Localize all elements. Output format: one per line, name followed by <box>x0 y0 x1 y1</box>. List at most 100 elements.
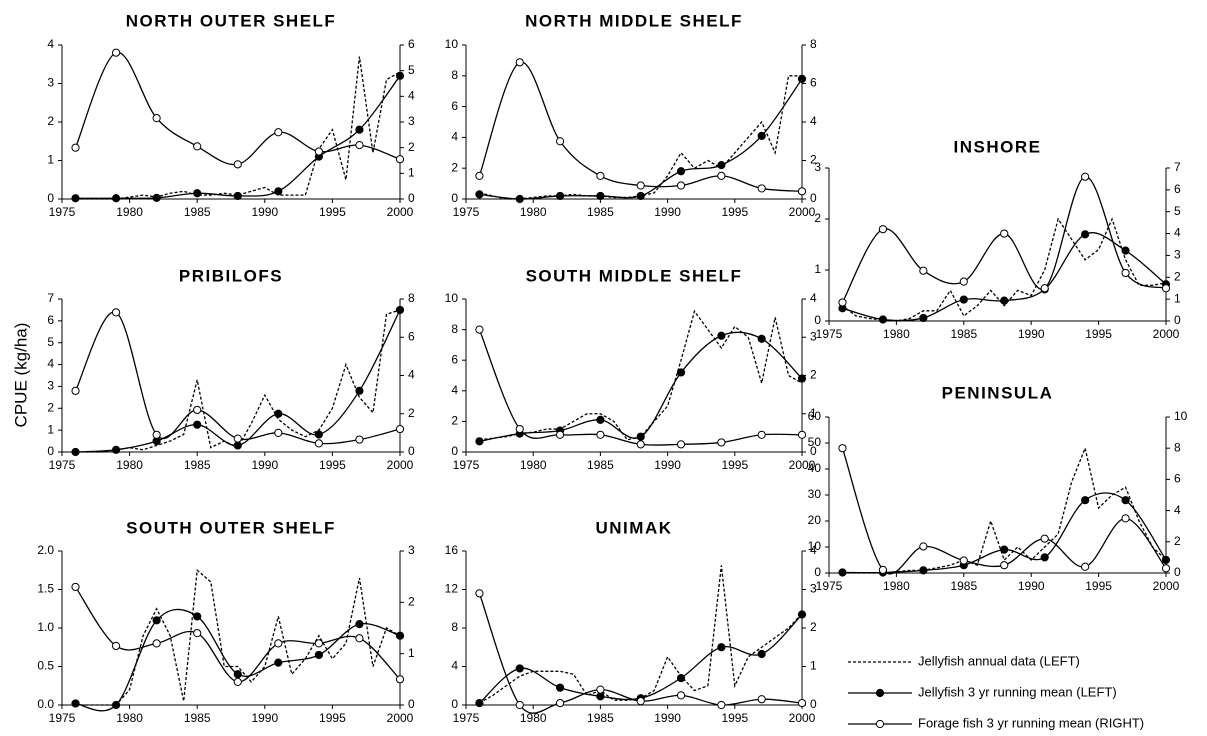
mean-line <box>841 176 1167 303</box>
y2-tick-label: 4 <box>408 368 415 382</box>
y-axis-label: CPUE (kg/ha) <box>11 323 30 428</box>
x-tick-label: 1990 <box>251 205 278 219</box>
y2-tick-label: 2 <box>1174 269 1181 283</box>
marker <box>1121 268 1130 278</box>
x-tick-label: 1990 <box>654 711 681 725</box>
x-tick-label: 1995 <box>319 458 346 472</box>
x-tick-label: 1995 <box>1085 327 1112 341</box>
y2-tick-label: 6 <box>810 76 817 90</box>
x-tick-label: 1975 <box>453 711 480 725</box>
marker <box>717 643 726 652</box>
x-tick-label: 1985 <box>587 205 614 219</box>
mean-line <box>479 78 803 200</box>
y-tick-label: 1 <box>814 262 821 276</box>
y2-tick-label: 1 <box>408 646 415 660</box>
y-tick-label: 10 <box>445 291 459 305</box>
x-tick-label: 1995 <box>1085 579 1112 593</box>
marker <box>193 612 202 621</box>
x-tick-label: 1980 <box>116 458 143 472</box>
marker <box>1161 555 1171 565</box>
annual-line <box>75 568 401 706</box>
marker <box>355 141 364 150</box>
y2-tick-label: 8 <box>810 37 817 51</box>
y2-tick-label: 10 <box>1174 409 1188 423</box>
y2-tick-label: 3 <box>1174 248 1181 262</box>
y-tick-label: 8 <box>451 620 458 634</box>
marker <box>919 566 928 575</box>
marker <box>395 305 405 315</box>
y-tick-label: 1 <box>47 422 54 436</box>
y2-tick-label: 2 <box>408 406 415 420</box>
y2-tick-label: 2 <box>810 368 817 382</box>
y2-tick-label: 6 <box>408 329 415 343</box>
y-tick-label: 3 <box>814 160 821 174</box>
marker <box>395 675 405 684</box>
mean-line <box>75 75 401 199</box>
marker <box>233 441 242 450</box>
y2-tick-label: 1 <box>810 659 817 673</box>
y-tick-label: 1.0 <box>37 620 54 634</box>
y2-tick-label: 0 <box>810 191 817 205</box>
marker <box>274 128 283 137</box>
x-tick-label: 2000 <box>387 458 414 472</box>
y-tick-label: 4 <box>451 130 458 144</box>
marker <box>274 409 283 418</box>
y-tick-label: 4 <box>47 357 54 371</box>
mean-line <box>74 52 401 166</box>
y2-tick-label: 6 <box>1174 182 1181 196</box>
marker <box>111 194 121 203</box>
x-tick-label: 1985 <box>184 205 211 219</box>
annual-line <box>75 309 401 453</box>
y2-tick-label: 3 <box>810 582 817 596</box>
panel-title: SOUTH OUTER SHELF <box>126 518 336 537</box>
marker <box>274 428 283 437</box>
y-tick-label: 2.0 <box>37 543 54 557</box>
marker <box>71 447 80 457</box>
panel-title: SOUTH MIDDLE SHELF <box>526 266 743 285</box>
marker <box>233 677 242 687</box>
marker <box>274 658 283 667</box>
y-tick-label: 0 <box>47 444 54 458</box>
marker <box>1040 534 1049 543</box>
legend-marker <box>875 688 885 698</box>
marker <box>233 434 242 443</box>
marker <box>1081 496 1090 505</box>
x-tick-label: 1990 <box>654 205 681 219</box>
marker <box>475 589 484 598</box>
annual-line <box>75 56 401 200</box>
mean-line <box>842 492 1167 574</box>
x-tick-label: 1990 <box>1018 327 1045 341</box>
marker <box>596 430 605 439</box>
mean-line <box>478 61 803 192</box>
marker <box>71 386 80 395</box>
marker <box>838 444 847 453</box>
y-tick-label: 2 <box>47 400 54 414</box>
marker <box>636 191 645 201</box>
marker <box>314 430 323 439</box>
y2-tick-label: 4 <box>810 543 817 557</box>
marker <box>233 670 242 679</box>
mean-line <box>841 447 1167 575</box>
y2-tick-label: 0 <box>810 444 817 458</box>
marker <box>193 629 202 638</box>
y-tick-label: 30 <box>808 487 822 501</box>
mean-line <box>74 586 401 683</box>
x-tick-label: 2000 <box>387 205 414 219</box>
marker <box>71 699 80 708</box>
marker <box>1040 284 1049 293</box>
marker <box>1040 553 1049 562</box>
marker <box>1081 230 1090 239</box>
y2-tick-label: 1 <box>1174 291 1181 305</box>
x-tick-label: 2000 <box>789 205 816 219</box>
panel-title: INSHORE <box>954 137 1042 156</box>
marker <box>757 184 766 193</box>
x-tick-label: 1980 <box>116 205 143 219</box>
x-tick-label: 2000 <box>1153 579 1180 593</box>
marker <box>596 191 605 201</box>
x-tick-label: 1990 <box>654 458 681 472</box>
x-tick-label: 1980 <box>883 327 910 341</box>
y2-tick-label: 2 <box>408 140 415 154</box>
marker <box>596 692 605 701</box>
y-tick-label: 6 <box>451 99 458 113</box>
y-tick-label: 50 <box>808 435 822 449</box>
